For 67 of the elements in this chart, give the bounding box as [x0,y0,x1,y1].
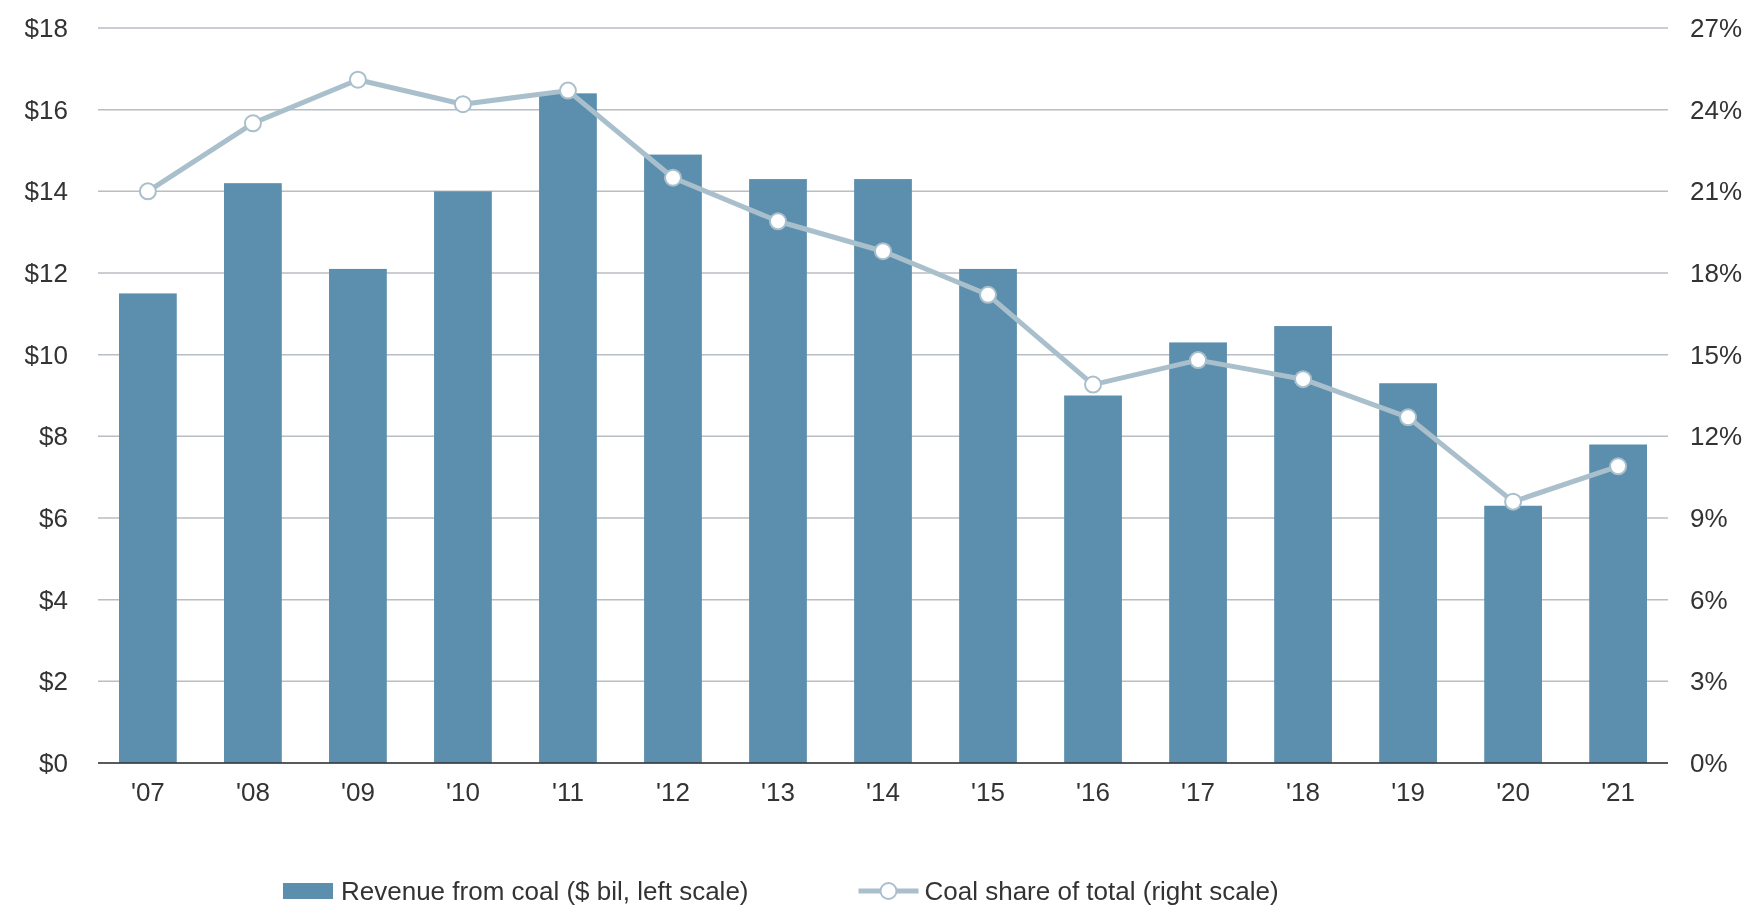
y-tick-label: $4 [39,584,68,615]
bar [1064,395,1122,763]
point [1084,375,1103,394]
point [1609,457,1628,476]
y2-tick-label: 21% [1690,176,1743,207]
y-tick-label: $16 [24,94,68,125]
bar [1589,444,1647,763]
point [1294,370,1313,389]
point [1399,408,1418,427]
y-tick-label: $12 [24,258,68,289]
bar [539,93,597,763]
x-tick-label: '09 [340,777,375,807]
y-tick-label: $0 [39,748,68,779]
point [979,285,998,304]
legend-label: Coal share of total (right scale) [924,876,1279,907]
y-tick-label: $18 [24,13,68,44]
point [453,95,472,114]
point [243,114,262,133]
y2-tick-label: 27% [1690,13,1743,44]
y2-tick-label: 3% [1690,666,1728,697]
bar [224,183,282,763]
y2-tick-label: 24% [1690,94,1743,125]
legend-label: Revenue from coal ($ bil, left scale) [341,876,749,907]
x-tick-label: '16 [1076,777,1110,807]
point [1504,492,1523,511]
point [138,182,157,201]
x-tick-label: '14 [866,777,900,807]
y-tick-label: $2 [39,666,68,697]
y2-tick-label: 9% [1690,503,1728,534]
y-tick-label: $10 [24,339,68,370]
bar [959,268,1017,763]
point [874,242,892,261]
point [663,168,682,187]
y2-tick-label: 15% [1690,339,1743,370]
x-tick-label: '20 [1496,777,1531,807]
point [768,212,787,231]
bar [1274,326,1332,763]
point [348,70,367,89]
y2-tick-label: 12% [1690,421,1743,452]
y2-tick-label: 18% [1690,258,1743,289]
x-tick-label: '08 [235,777,270,807]
x-tick-label: '21 [1601,777,1636,807]
y-tick-label: $14 [24,176,68,207]
y-tick-label: $8 [39,421,68,452]
y2-tick-label: 6% [1690,584,1728,615]
bar [1379,383,1437,763]
x-tick-label: '13 [761,777,795,807]
bar [1484,505,1542,763]
bar [329,268,387,763]
x-tick-label: '10 [445,777,480,807]
x-tick-label: '19 [1391,777,1426,807]
x-tick-label: '12 [656,777,690,807]
bar [644,154,702,763]
point [558,81,577,100]
y2-tick-label: 0% [1690,748,1728,779]
x-tick-label: '07 [130,777,165,807]
y-tick-label: $6 [39,503,68,534]
x-tick-label: '11 [551,777,584,807]
bar [119,293,177,763]
point [1189,351,1208,370]
bar [749,179,807,763]
x-tick-label: '17 [1181,777,1215,807]
bar [854,179,912,763]
x-tick-label: '15 [971,777,1005,807]
bar [1169,342,1227,763]
bar [434,191,492,763]
x-tick-label: '18 [1286,777,1321,807]
